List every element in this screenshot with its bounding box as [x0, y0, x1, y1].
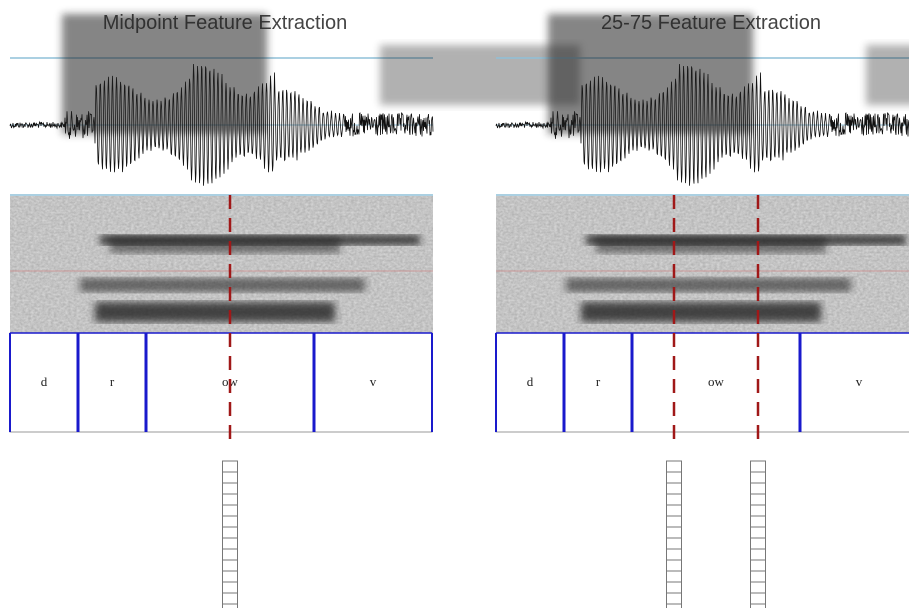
- feature-cell: [751, 505, 766, 516]
- feature-cell: [223, 604, 238, 608]
- feature-cell: [223, 494, 238, 505]
- segment-label: ow: [708, 374, 725, 389]
- feature-cell: [751, 516, 766, 527]
- formant-band: [566, 278, 851, 292]
- formant-band: [95, 302, 335, 322]
- segment-label: d: [41, 374, 48, 389]
- feature-cell: [223, 593, 238, 604]
- feature-cell: [667, 461, 682, 472]
- formant-band: [100, 235, 420, 245]
- segment-label: v: [370, 374, 377, 389]
- segment-label: r: [596, 374, 601, 389]
- feature-cell: [751, 571, 766, 582]
- spectrogram: [10, 14, 580, 333]
- formant-band: [548, 14, 753, 134]
- feature-cell: [667, 571, 682, 582]
- feature-cell: [751, 560, 766, 571]
- diagram: Midpoint Feature Extractiondrowv25-75 Fe…: [0, 0, 909, 608]
- formant-band: [80, 278, 365, 292]
- feature-cell: [751, 604, 766, 608]
- feature-cell: [667, 549, 682, 560]
- feature-cell: [223, 472, 238, 483]
- segment-label: v: [856, 374, 863, 389]
- feature-cell: [223, 538, 238, 549]
- feature-cell: [223, 505, 238, 516]
- feature-cell: [667, 560, 682, 571]
- feature-cell: [751, 483, 766, 494]
- formant-band: [586, 235, 906, 245]
- feature-cell: [667, 505, 682, 516]
- feature-cell: [751, 593, 766, 604]
- feature-cell: [223, 516, 238, 527]
- feature-cell: [667, 516, 682, 527]
- feature-cell: [751, 549, 766, 560]
- feature-cell: [223, 461, 238, 472]
- feature-cell: [667, 604, 682, 608]
- feature-cell: [751, 472, 766, 483]
- formant-band: [866, 45, 909, 105]
- feature-cell: [667, 538, 682, 549]
- segment-label: d: [527, 374, 534, 389]
- feature-cell: [667, 582, 682, 593]
- feature-cell: [751, 538, 766, 549]
- feature-cell: [667, 472, 682, 483]
- feature-cell: [751, 527, 766, 538]
- feature-cell: [223, 582, 238, 593]
- feature-cell: [223, 527, 238, 538]
- segment-tier: [496, 333, 909, 432]
- feature-cell: [751, 461, 766, 472]
- feature-cell: [667, 527, 682, 538]
- feature-cell: [223, 549, 238, 560]
- formant-band: [62, 14, 267, 134]
- formant-band: [581, 302, 821, 322]
- segment-label: r: [110, 374, 115, 389]
- feature-cell: [667, 483, 682, 494]
- feature-cell: [667, 593, 682, 604]
- feature-cell: [751, 582, 766, 593]
- feature-cell: [667, 494, 682, 505]
- feature-cell: [223, 560, 238, 571]
- segment-tier: [10, 333, 432, 432]
- feature-cell: [223, 571, 238, 582]
- feature-cell: [223, 483, 238, 494]
- feature-cell: [751, 494, 766, 505]
